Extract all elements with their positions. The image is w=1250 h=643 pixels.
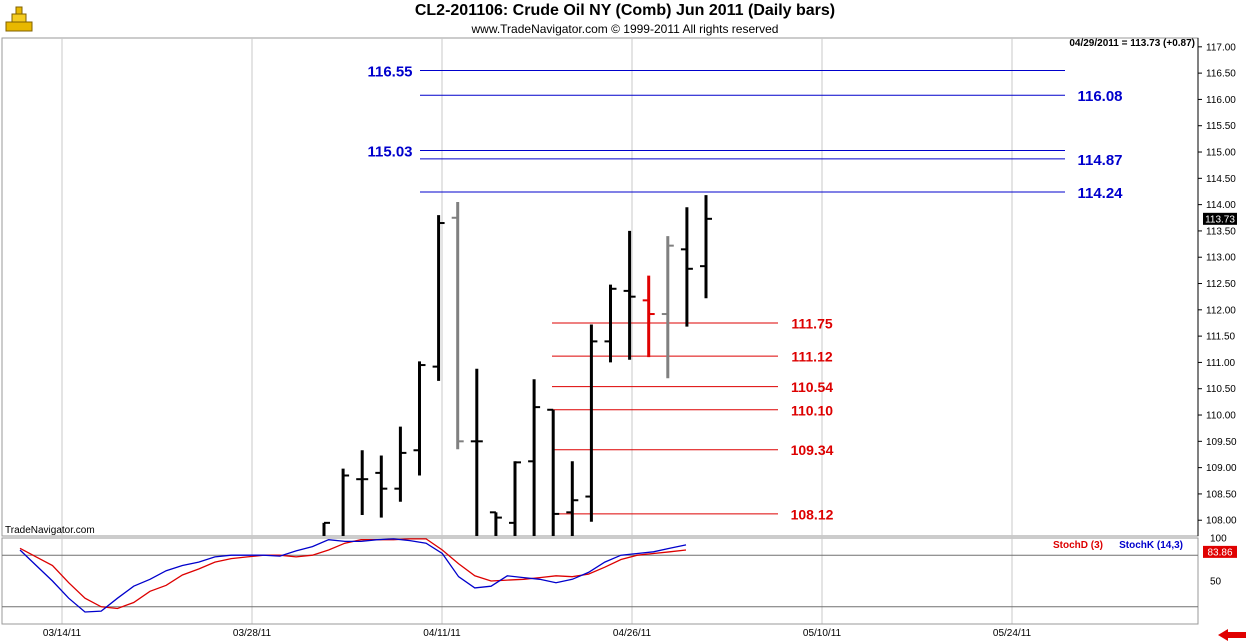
x-tick-label: 04/11/11	[423, 628, 461, 639]
resistance-label: 116.08	[1077, 88, 1122, 105]
ohlc-bar	[394, 426, 407, 502]
y-tick-label: 115.50	[1206, 121, 1236, 132]
ohlc-bar	[680, 207, 693, 327]
levels-layer: 116.55 116.08 115.03 114.87 114.24 111.75 111.…	[367, 63, 1123, 522]
stoch-last-tag	[1203, 545, 1237, 558]
stochk-line	[19, 538, 687, 613]
support-label: 109.34	[791, 442, 834, 458]
ohlc-bar	[341, 468, 350, 536]
ohlc-bar	[322, 521, 330, 536]
ohlc-bar	[509, 461, 521, 536]
ohlc-bar	[432, 215, 445, 381]
ohlc-bar	[528, 379, 541, 536]
y-tick-label: 117.00	[1206, 42, 1236, 53]
ohlc-bar	[700, 195, 712, 299]
support-label: 111.12	[791, 349, 832, 365]
x-tick-label: 03/28/11	[233, 628, 272, 639]
y-tick-label: 108.00	[1206, 516, 1237, 527]
y-tick-label: 111.50	[1206, 332, 1236, 343]
stochd-legend: StochD (3)	[1053, 540, 1103, 551]
resistance-label: 116.55	[367, 63, 412, 80]
ohlc-bar	[566, 461, 579, 536]
y-tick-label: 113.00	[1206, 253, 1236, 264]
support-label: 111.75	[791, 315, 832, 331]
stoch-y-tick-label: 100	[1210, 534, 1227, 545]
y-tick-label: 112.00	[1206, 305, 1236, 316]
ohlc-bar	[642, 275, 655, 358]
y-tick-label: 113.50	[1206, 226, 1236, 237]
x-tick-label: 05/10/11	[803, 628, 842, 639]
stoch-y-tick-label: 50	[1210, 577, 1222, 588]
price-panel-frame	[1, 37, 1199, 537]
axes-layer: 03/14/11 03/28/11 04/11/11 04/26/11 05/10/11…	[2, 38, 1237, 639]
chart-title: CL2-201106: Crude Oil NY (Comb) Jun 2011…	[414, 2, 836, 19]
ohlc-bar	[375, 455, 388, 518]
ohlc-bars	[322, 195, 712, 536]
ohlc-bar	[623, 230, 636, 360]
ohlc-bar	[413, 361, 426, 476]
y-tick-label: 109.00	[1206, 463, 1237, 474]
grid-layer	[61, 38, 1013, 624]
ohlc-bar	[585, 324, 598, 522]
y-tick-label: 108.50	[1206, 489, 1237, 500]
last-price-label: 113.73	[1205, 214, 1235, 225]
y-tick-label: 111.00	[1206, 358, 1236, 369]
chart-subtitle: www.TradeNavigator.com © 1999-2011 All r…	[471, 22, 779, 36]
y-tick-label: 115.00	[1206, 148, 1236, 159]
support-label: 110.10	[791, 402, 833, 418]
ohlc-bar	[489, 511, 502, 536]
resistance-label: 115.03	[367, 143, 412, 160]
stochastic-lines: StochD (3) StochK (14,3)	[2, 538, 1198, 613]
chart-header: CL2-201106: Crude Oil NY (Comb) Jun 2011…	[0, 0, 1250, 38]
y-tick-label: 114.50	[1206, 174, 1236, 185]
support-label: 108.12	[791, 506, 834, 522]
ohlc-bar	[604, 284, 617, 363]
ohlc-bar	[470, 368, 483, 536]
last-quote-label: 04/29/2011 = 113.73 (+0.87)	[1069, 38, 1195, 49]
x-tick-label: 04/26/11	[613, 628, 652, 639]
tradenavigator-logo-icon	[5, 6, 33, 32]
y-tick-label: 109.50	[1206, 437, 1237, 448]
y-tick-label: 112.50	[1206, 279, 1236, 290]
ohlc-bar	[661, 236, 674, 379]
support-label: 110.54	[791, 379, 833, 395]
x-tick-label: 05/24/11	[993, 628, 1032, 639]
y-tick-label: 116.50	[1206, 69, 1236, 80]
stochastic-panel-frame	[1, 537, 1199, 625]
resistance-label: 114.87	[1077, 152, 1122, 169]
y-tick-label: 114.00	[1206, 200, 1236, 211]
ohlc-bar	[356, 450, 369, 515]
stoch-last-label: 83.86	[1207, 547, 1232, 558]
y-tick-label: 116.00	[1206, 95, 1236, 106]
last-price-tag	[1203, 212, 1237, 225]
ohlc-bar	[547, 408, 560, 536]
stochk-legend: StochK (14,3)	[1119, 540, 1183, 551]
ohlc-bar	[451, 201, 464, 450]
y-tick-label: 110.00	[1206, 411, 1236, 422]
y-tick-label: 110.50	[1206, 384, 1236, 395]
watermark-label: TradeNavigator.com	[5, 525, 95, 536]
resistance-label: 114.24	[1077, 185, 1123, 202]
scroll-left-arrow-icon[interactable]	[1218, 629, 1246, 641]
x-tick-label: 03/14/11	[43, 628, 82, 639]
